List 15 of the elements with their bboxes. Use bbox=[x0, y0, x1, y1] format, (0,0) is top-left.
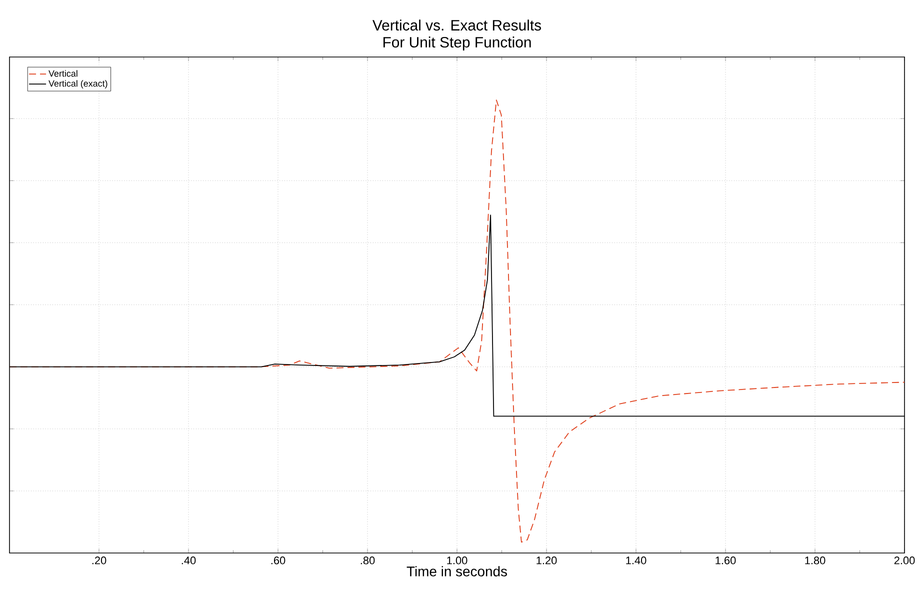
x-tick-label: 1.60 bbox=[716, 556, 736, 564]
chart-title: Vertical vs. Exact Results bbox=[372, 20, 541, 31]
x-tick-label: .40 bbox=[182, 556, 196, 564]
x-tick-label: 1.80 bbox=[805, 556, 826, 564]
legend-label: Vertical bbox=[48, 70, 78, 77]
legend-label: Vertical (exact) bbox=[48, 80, 108, 88]
x-tick-label: .80 bbox=[360, 556, 375, 564]
chart-subtitle: For Unit Step Function bbox=[383, 36, 531, 50]
x-axis-title: Time in seconds bbox=[406, 566, 507, 576]
x-tick-label: 1.20 bbox=[536, 556, 557, 564]
x-tick-label: .60 bbox=[271, 556, 286, 564]
x-tick-label: 1.40 bbox=[626, 556, 646, 564]
x-tick-label: .20 bbox=[92, 556, 106, 564]
x-tick-label: 2.00 bbox=[894, 556, 915, 564]
x-tick-label: 1.00 bbox=[447, 556, 468, 564]
